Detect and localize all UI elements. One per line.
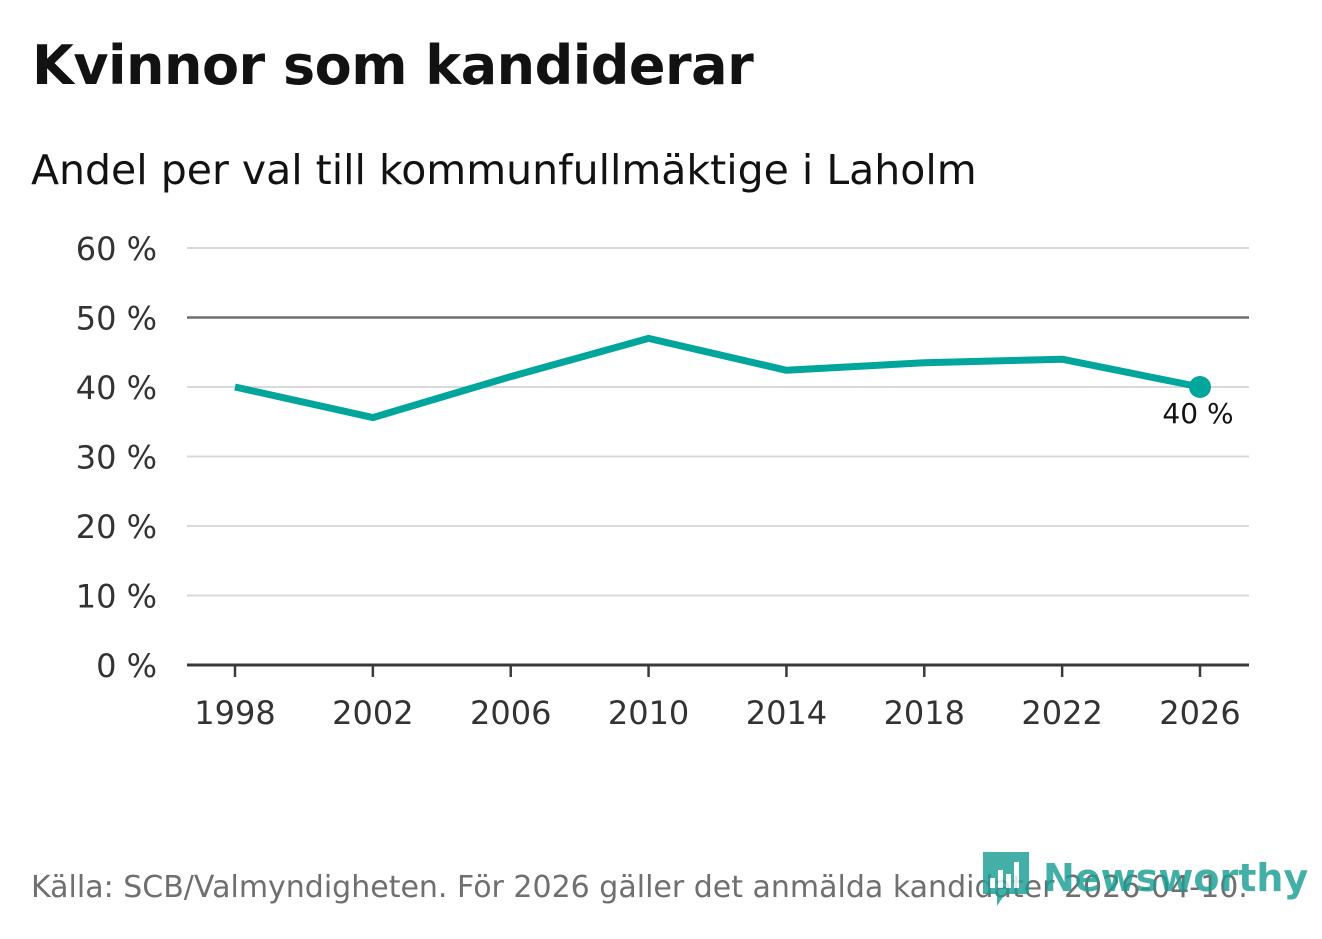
x-tick-label-2022: 2022 bbox=[1021, 694, 1102, 732]
y-tick-label-0: 0 % bbox=[96, 647, 157, 685]
y-tick-label-40: 40 % bbox=[76, 369, 157, 407]
brand-name: Newsworthy bbox=[1043, 856, 1309, 900]
x-tick-label-2018: 2018 bbox=[884, 694, 965, 732]
brand-logo: Newsworthy bbox=[981, 850, 1308, 906]
data-labels: 40 % bbox=[1162, 376, 1234, 430]
x-tick-label-2006: 2006 bbox=[470, 694, 551, 732]
bar-chart-speech-bubble-icon bbox=[983, 852, 1029, 906]
source-note: Källa: SCB/Valmyndigheten. För 2026 gäll… bbox=[31, 870, 1248, 905]
chart-subtitle: Andel per val till kommunfullmäktige i L… bbox=[31, 146, 977, 194]
x-axis: 1998 2002 2006 2010 2014 2018 2022 2026 bbox=[187, 663, 1249, 732]
y-tick-label-30: 30 % bbox=[76, 439, 157, 477]
x-tick-label-2014: 2014 bbox=[746, 694, 827, 732]
grid-lines bbox=[187, 247, 1249, 597]
chart-title: Kvinnor som kandiderar bbox=[32, 34, 754, 97]
x-tick-label-2026: 2026 bbox=[1159, 694, 1240, 732]
y-axis-ticks: 0 % 10 % 20 % 30 % 40 % 50 % 60 % bbox=[76, 230, 157, 685]
y-tick-label-60: 60 % bbox=[76, 230, 157, 268]
y-tick-label-50: 50 % bbox=[76, 300, 157, 338]
y-tick-label-10: 10 % bbox=[76, 578, 157, 616]
highlight-value-label: 40 % bbox=[1162, 397, 1233, 430]
x-tick-label-2002: 2002 bbox=[332, 694, 413, 732]
series-line-0 bbox=[234, 334, 1201, 422]
x-tick-label-2010: 2010 bbox=[608, 694, 689, 732]
y-tick-label-20: 20 % bbox=[76, 508, 157, 546]
highlight-point-2026 bbox=[1189, 376, 1211, 398]
series bbox=[234, 334, 1201, 422]
x-tick-label-1998: 1998 bbox=[194, 694, 275, 732]
